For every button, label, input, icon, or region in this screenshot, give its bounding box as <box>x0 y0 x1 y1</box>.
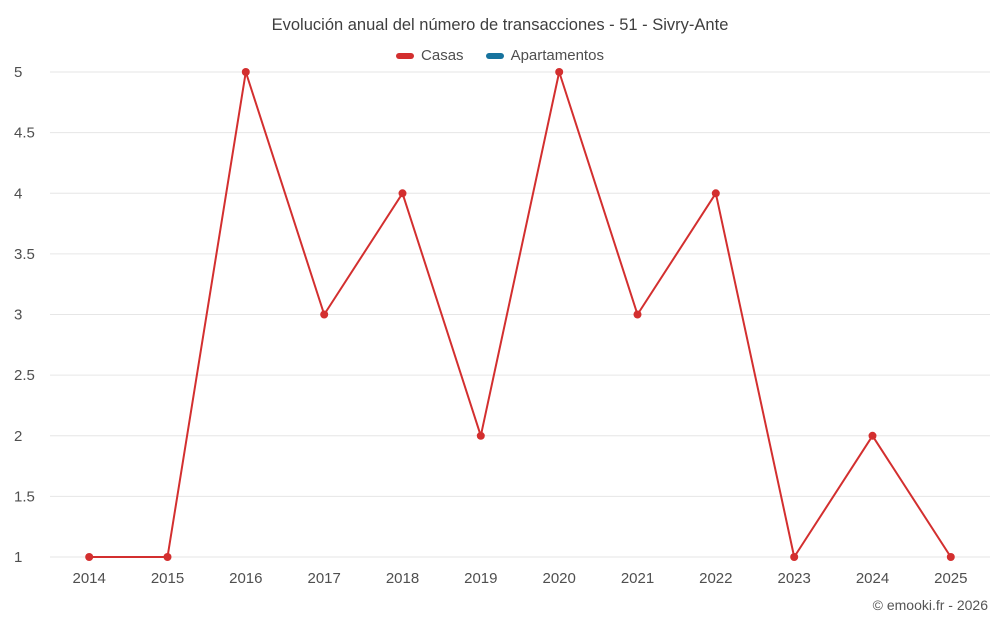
x-axis-label: 2015 <box>151 570 184 587</box>
legend-item-casas[interactable]: Casas <box>396 47 464 64</box>
y-axis-label: 1.5 <box>14 488 35 505</box>
data-point[interactable] <box>398 189 407 198</box>
y-axis-label: 3 <box>14 307 22 324</box>
x-axis-label: 2018 <box>386 570 419 587</box>
chart-legend: Casas Apartamentos <box>0 47 1000 64</box>
y-axis-label: 2.5 <box>14 367 35 384</box>
x-axis-label: 2014 <box>73 570 106 587</box>
y-axis-label: 3.5 <box>14 246 35 263</box>
data-point[interactable] <box>320 310 329 319</box>
y-axis-label: 2 <box>14 428 22 445</box>
y-axis-label: 5 <box>14 64 22 81</box>
data-point[interactable] <box>163 553 172 561</box>
chart-footer-credit: © emooki.fr - 2026 <box>872 597 988 613</box>
y-axis-label: 1 <box>14 549 22 566</box>
legend-label: Casas <box>421 47 464 64</box>
y-axis-label: 4 <box>14 185 22 202</box>
legend-swatch-icon <box>485 52 504 59</box>
data-point[interactable] <box>476 431 485 440</box>
x-axis-label: 2021 <box>621 570 654 587</box>
data-point[interactable] <box>85 553 94 561</box>
chart-title: Evolución anual del número de transaccio… <box>271 16 729 34</box>
data-point[interactable] <box>241 68 250 76</box>
x-axis-label: 2022 <box>699 570 732 587</box>
series-line-casas <box>89 71 952 558</box>
legend-item-apartamentos[interactable]: Apartamentos <box>485 47 604 64</box>
data-point[interactable] <box>946 553 955 561</box>
data-point[interactable] <box>555 68 564 76</box>
x-axis-label: 2019 <box>464 570 497 587</box>
y-axis-label: 4.5 <box>14 125 35 142</box>
x-axis-label: 2016 <box>229 570 262 587</box>
x-axis-label: 2024 <box>856 570 889 587</box>
legend-swatch-icon <box>396 52 415 59</box>
legend-label: Apartamentos <box>510 47 604 64</box>
data-point[interactable] <box>711 189 720 198</box>
x-axis-label: 2020 <box>543 570 576 587</box>
data-point[interactable] <box>633 310 642 319</box>
data-point[interactable] <box>790 553 799 561</box>
x-axis-label: 2025 <box>934 570 967 587</box>
data-point[interactable] <box>868 431 877 440</box>
x-axis-label: 2017 <box>308 570 341 587</box>
x-axis-label: 2023 <box>778 570 811 587</box>
